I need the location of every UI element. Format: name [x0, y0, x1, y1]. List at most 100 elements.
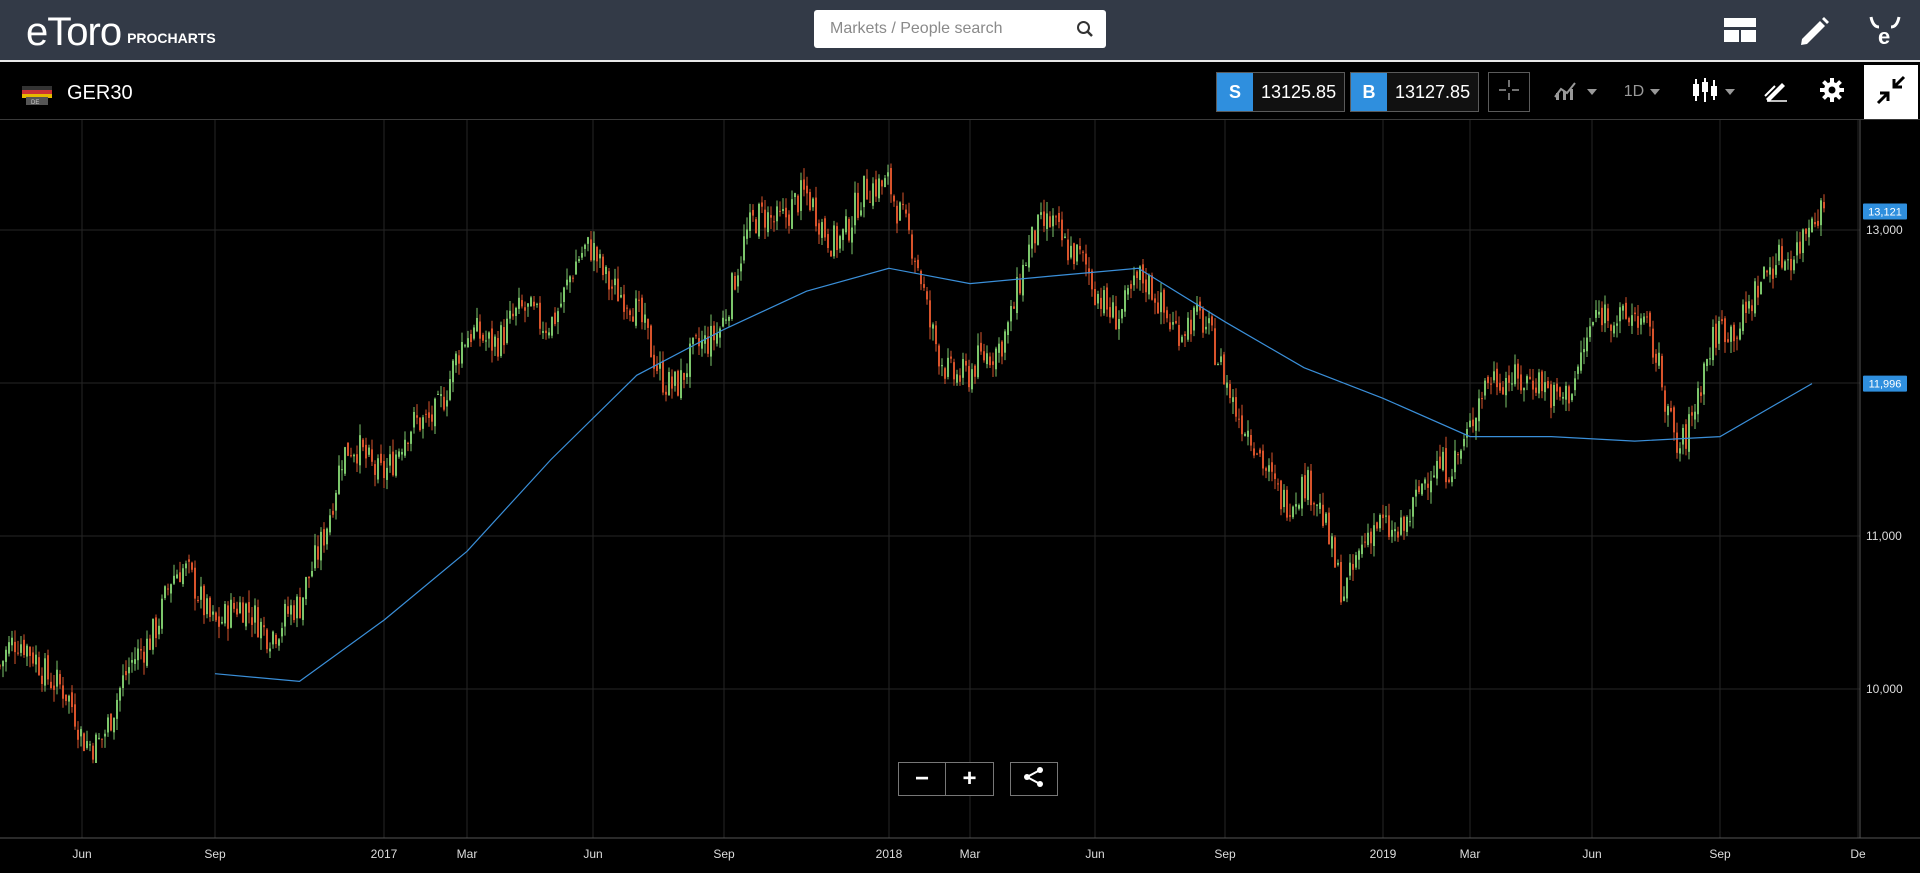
crosshair-button[interactable] [1488, 72, 1530, 112]
candle [1484, 377, 1486, 400]
candle [1655, 349, 1657, 372]
candle [143, 646, 145, 675]
candle [1250, 429, 1252, 452]
share-button[interactable] [1010, 762, 1058, 796]
candle [1526, 374, 1528, 391]
candle [584, 243, 586, 257]
candle [1616, 315, 1618, 338]
candle [254, 598, 256, 634]
candle [1580, 340, 1582, 374]
settings-button[interactable] [1814, 72, 1850, 112]
zoom-in-button[interactable]: + [946, 762, 994, 796]
candle [332, 503, 334, 518]
logo-subtitle: PROCHARTS [127, 30, 216, 46]
candle [347, 442, 349, 457]
search-input[interactable] [828, 19, 1062, 39]
pencil-icon[interactable] [1795, 12, 1831, 48]
candle [80, 726, 82, 747]
candle [128, 657, 130, 685]
candle [1316, 504, 1318, 517]
candle [59, 670, 61, 689]
candle [560, 292, 562, 309]
candle [1133, 266, 1135, 291]
candle [662, 351, 664, 396]
indicators-icon [1553, 79, 1581, 106]
layout-icon[interactable] [1722, 12, 1758, 48]
candle [2, 660, 4, 678]
candle [515, 306, 517, 326]
etoro-bull-icon[interactable]: e [1867, 12, 1903, 48]
zoom-out-button[interactable]: − [898, 762, 946, 796]
candle [1427, 472, 1429, 501]
candle [329, 508, 331, 536]
collapse-icon [1876, 75, 1906, 110]
candle [1052, 208, 1054, 237]
candle [1547, 376, 1549, 389]
candle [1805, 227, 1807, 241]
candle [566, 268, 568, 290]
candle [665, 385, 667, 402]
etoro-logo[interactable]: eToro PROCHARTS [26, 8, 216, 52]
candle [458, 350, 460, 375]
candle [1730, 324, 1732, 353]
candle [1709, 347, 1711, 366]
collapse-button[interactable] [1864, 65, 1918, 119]
chart-type-dropdown[interactable] [1686, 72, 1740, 112]
candle [188, 554, 190, 574]
candle [1745, 291, 1747, 323]
candle [14, 630, 16, 664]
candle [1385, 506, 1387, 524]
market-search-box[interactable] [814, 10, 1106, 48]
candle [1367, 523, 1369, 548]
search-icon[interactable] [1076, 20, 1094, 43]
candle [272, 630, 274, 649]
candle [1046, 201, 1048, 241]
candle [260, 618, 262, 650]
candle [1670, 400, 1672, 413]
candle [1163, 288, 1165, 324]
candle [1502, 381, 1504, 395]
candle [428, 401, 430, 427]
candle [257, 599, 259, 638]
timeframe-dropdown[interactable]: 1D [1620, 72, 1664, 112]
y-tick-label: 10,000 [1866, 682, 1903, 696]
candle [770, 206, 772, 229]
candle [707, 326, 709, 358]
candle [383, 454, 385, 489]
candle [53, 675, 55, 702]
candle [797, 194, 799, 216]
candle [590, 230, 592, 262]
candle [1433, 465, 1435, 478]
indicators-dropdown[interactable] [1550, 72, 1600, 112]
candle [1118, 310, 1120, 340]
candlestick-chart[interactable]: Jun Sep 2017 Mar Jun Sep 2018 Mar Jun Sep 2019 Mar J… [0, 120, 1920, 868]
candle [1631, 303, 1633, 334]
sell-button[interactable]: S 13125.85 [1216, 72, 1346, 112]
buy-tag: B [1351, 73, 1387, 111]
candle [1286, 486, 1288, 521]
price-chart[interactable]: Jun Sep 2017 Mar Jun Sep 2018 Mar Jun Sep 2019 Mar J… [0, 120, 1920, 868]
candle [1346, 577, 1348, 603]
candle [116, 693, 118, 730]
candle [1106, 283, 1108, 317]
candle [374, 460, 376, 487]
candle [740, 256, 742, 281]
candle [1208, 310, 1210, 335]
candle [290, 599, 292, 626]
candle [1184, 331, 1186, 347]
candle [1136, 269, 1138, 289]
buy-button[interactable]: B 13127.85 [1350, 72, 1480, 112]
candle [911, 229, 913, 265]
candle [50, 672, 52, 690]
candle [977, 333, 979, 380]
drawing-tools-button[interactable] [1758, 72, 1794, 112]
candle [392, 439, 394, 477]
candle [1034, 229, 1036, 253]
candle [404, 431, 406, 458]
candle [998, 337, 1000, 363]
candle [710, 314, 712, 366]
candle [1247, 420, 1249, 446]
candle [1811, 216, 1813, 233]
candle [1562, 392, 1564, 405]
candle [1382, 504, 1384, 531]
